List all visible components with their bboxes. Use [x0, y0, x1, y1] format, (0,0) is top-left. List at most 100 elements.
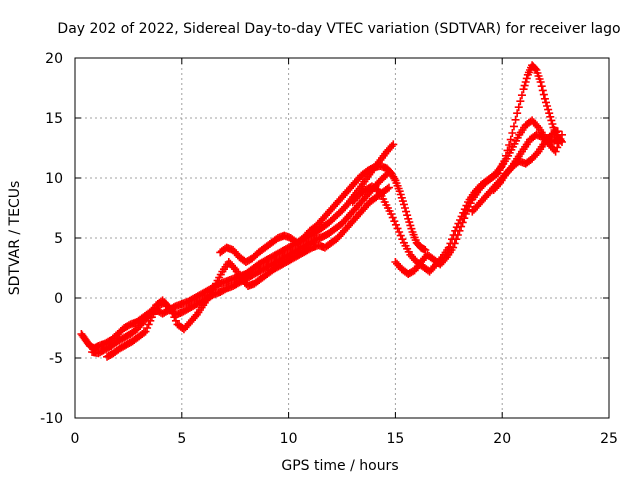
data-point [139, 328, 148, 337]
data-point [556, 135, 565, 143]
data-point [383, 184, 392, 193]
data-point [168, 309, 177, 318]
data-point [452, 235, 461, 244]
data-point [514, 103, 523, 112]
data-point [552, 128, 561, 137]
data-point [540, 94, 549, 103]
y-tick-label: 5 [54, 231, 63, 247]
data-point [399, 200, 408, 209]
data-point [141, 327, 150, 336]
data-point [458, 218, 467, 227]
data-point [516, 97, 525, 106]
data-point [457, 222, 466, 231]
data-point [531, 64, 540, 73]
data-point [551, 147, 560, 156]
x-tick-label: 20 [493, 431, 511, 447]
axis-ticks [74, 57, 610, 419]
x-tick-label: 0 [71, 431, 80, 447]
series-track-1 [77, 140, 398, 353]
series-track-3 [103, 183, 393, 361]
y-tick-labels: -10 -5 0 5 10 15 20 [40, 51, 63, 427]
data-point [144, 320, 153, 329]
data-point [165, 304, 174, 313]
data-point [543, 102, 552, 110]
data-point [453, 231, 462, 239]
data-point [509, 122, 518, 131]
data-point [396, 231, 405, 240]
data-point [390, 217, 399, 226]
data-point [500, 157, 509, 166]
y-tick-label: -10 [40, 411, 63, 427]
data-point [466, 199, 475, 208]
data-point [395, 228, 404, 236]
y-tick-label: 0 [54, 291, 63, 307]
data-point [505, 141, 514, 149]
y-tick-label: 20 [45, 51, 63, 67]
chart-title: Day 202 of 2022, Sidereal Day-to-day VTE… [57, 21, 620, 37]
x-tick-label: 5 [177, 431, 186, 447]
y-axis-label: SDTVAR / TECUs [7, 181, 23, 296]
data-point [191, 312, 200, 321]
data-point [546, 112, 555, 121]
data-point [558, 130, 567, 139]
grid-lines [75, 58, 609, 418]
data-point [449, 243, 458, 252]
data-point [398, 235, 407, 244]
data-point [506, 135, 515, 144]
data-point [492, 170, 501, 179]
data-point [146, 316, 155, 325]
series-track-2 [88, 170, 391, 358]
data-point [441, 255, 450, 263]
data-point [501, 151, 510, 160]
data-point [537, 82, 546, 91]
data-point [403, 211, 412, 220]
x-axis-label: GPS time / hours [281, 458, 398, 474]
data-point [547, 116, 556, 125]
series-track-8 [489, 127, 562, 194]
data-point [503, 146, 512, 155]
data-point [553, 143, 562, 152]
data-point [465, 202, 474, 211]
x-tick-label: 25 [600, 431, 618, 447]
data-point [387, 210, 396, 218]
data-point [229, 263, 238, 272]
y-tick-label: -5 [49, 351, 63, 367]
data-point [391, 220, 400, 229]
data-point [548, 120, 557, 128]
data-point [538, 86, 547, 95]
data-point [511, 115, 520, 124]
data-points [77, 61, 567, 361]
data-point [517, 91, 526, 100]
data-point [461, 210, 470, 218]
data-point [170, 313, 179, 322]
data-point [381, 171, 390, 180]
data-point [460, 214, 469, 223]
data-point [388, 213, 397, 222]
data-point [508, 129, 517, 137]
data-point [401, 204, 410, 212]
data-point [171, 316, 180, 325]
data-point [539, 90, 548, 99]
data-point [536, 78, 545, 86]
data-point [520, 81, 529, 90]
x-tick-labels: 0 5 10 15 20 25 [71, 431, 618, 447]
data-point [553, 127, 562, 136]
x-tick-label: 10 [280, 431, 298, 447]
data-point [143, 324, 152, 332]
data-point [450, 239, 459, 248]
data-point [521, 78, 530, 86]
data-point [522, 74, 531, 83]
data-point [513, 109, 522, 118]
data-point [545, 109, 554, 118]
data-point [384, 183, 393, 192]
y-tick-label: 15 [45, 111, 63, 127]
data-point [167, 306, 176, 314]
x-tick-label: 15 [386, 431, 404, 447]
data-point [402, 207, 411, 216]
data-point [544, 105, 553, 114]
data-point [393, 224, 402, 233]
data-point [519, 85, 528, 94]
data-point [541, 98, 550, 107]
data-point [390, 174, 399, 183]
